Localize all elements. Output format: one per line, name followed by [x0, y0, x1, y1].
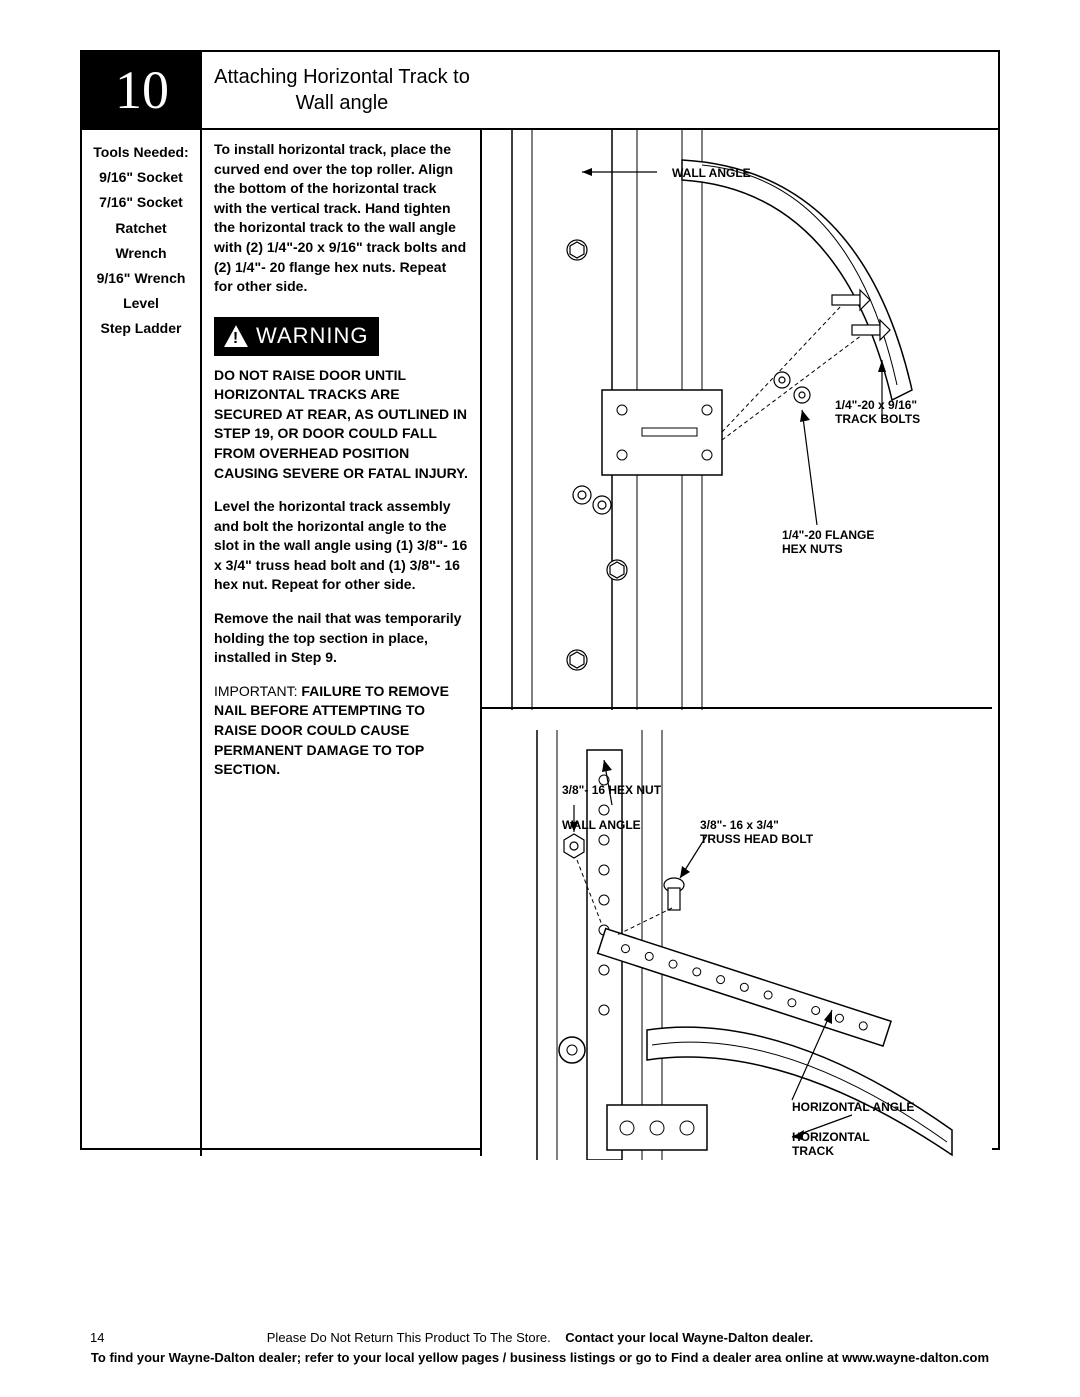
warning-icon: [224, 325, 248, 347]
footer-line1a: Please Do Not Return This Product To The…: [267, 1330, 551, 1345]
footer-line1b: Contact your local Wayne-Dalton dealer.: [565, 1330, 813, 1345]
paragraph-1: To install horizontal track, place the c…: [214, 140, 468, 297]
warning-text: DO NOT RAISE DOOR UNTIL HORIZONTAL TRACK…: [214, 366, 468, 484]
page-footer: 14 Please Do Not Return This Product To …: [80, 1328, 1000, 1367]
instruction-page: 10 Attaching Horizontal Track to Wall an…: [80, 50, 1000, 1150]
label-wall-angle-lower: WALL ANGLE: [562, 818, 641, 832]
label-flange-nuts: 1/4"-20 FLANGE HEX NUTS: [782, 528, 874, 557]
diagram-column: WALL ANGLE 1/4"-20 x 9/16" TRACK BOLTS 1…: [482, 130, 998, 1156]
paragraph-2: Level the horizontal track assembly and …: [214, 497, 468, 595]
label-horiz-angle: HORIZONTAL ANGLE: [792, 1100, 914, 1114]
tools-column: Tools Needed: 9/16" Socket 7/16" Socket …: [82, 130, 202, 1156]
warning-banner: WARNING: [214, 317, 379, 356]
label-truss-bolt: 3/8"- 16 x 3/4" TRUSS HEAD BOLT: [700, 818, 813, 847]
step-title-line1: Attaching Horizontal Track to: [214, 66, 470, 88]
tool-item: Level: [88, 291, 194, 316]
tool-item: Step Ladder: [88, 316, 194, 341]
body-row: Tools Needed: 9/16" Socket 7/16" Socket …: [82, 130, 998, 1156]
tool-item: 7/16" Socket: [88, 190, 194, 215]
label-track-bolts: 1/4"-20 x 9/16" TRACK BOLTS: [835, 398, 920, 427]
important-paragraph: IMPORTANT: FAILURE TO REMOVE NAIL BEFORE…: [214, 682, 468, 780]
label-hex-nut: 3/8"- 16 HEX NUT: [562, 783, 661, 797]
footer-line2: To find your Wayne-Dalton dealer; refer …: [91, 1350, 989, 1365]
step-header: 10 Attaching Horizontal Track to Wall an…: [82, 52, 998, 130]
tool-item: Ratchet Wrench: [88, 216, 194, 266]
label-wall-angle-top: WALL ANGLE: [672, 166, 751, 180]
page-number: 14: [90, 1328, 104, 1348]
paragraph-3: Remove the nail that was temporarily hol…: [214, 609, 468, 668]
tool-item: 9/16" Wrench: [88, 266, 194, 291]
important-label: IMPORTANT:: [214, 683, 298, 699]
step-title-line2: Wall angle: [296, 92, 389, 114]
tools-heading: Tools Needed:: [88, 140, 194, 165]
instruction-text-column: To install horizontal track, place the c…: [202, 130, 482, 1156]
warning-label: WARNING: [256, 321, 369, 352]
label-horiz-track: HORIZONTAL TRACK: [792, 1130, 870, 1159]
lower-diagram: [482, 710, 992, 1160]
tool-item: 9/16" Socket: [88, 165, 194, 190]
step-title: Attaching Horizontal Track to Wall angle: [202, 52, 482, 128]
step-number: 10: [82, 52, 202, 128]
